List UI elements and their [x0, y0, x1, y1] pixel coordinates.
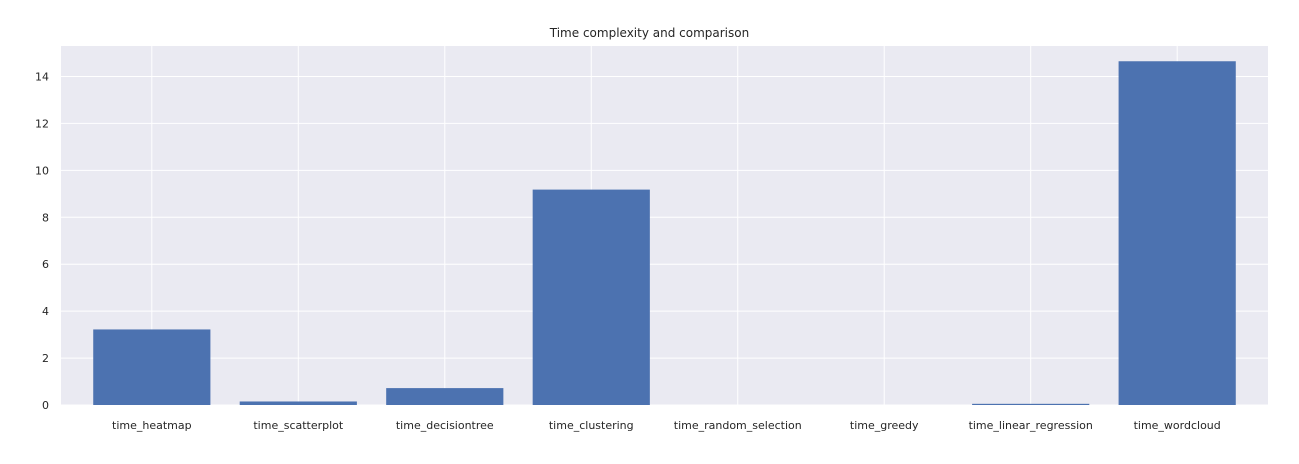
bar-time_clustering: [532, 189, 650, 405]
y-tick-label: 6: [42, 258, 49, 271]
y-tick-label: 4: [42, 305, 49, 318]
x-tick-label: time_greedy: [850, 419, 919, 432]
y-tick-label: 2: [42, 352, 49, 365]
x-tick-label: time_decisiontree: [396, 419, 494, 432]
x-tick-label: time_heatmap: [112, 419, 192, 432]
bar-time_linear_regression: [972, 403, 1090, 405]
bar-time_heatmap: [93, 329, 211, 405]
x-tick-label: time_scatterplot: [253, 419, 344, 432]
y-axis-ticks: 0 2 4 6 8 10 12 14: [35, 71, 49, 412]
y-tick-label: 12: [35, 117, 49, 130]
y-tick-label: 8: [42, 211, 49, 224]
chart-title: Time complexity and comparison: [549, 26, 750, 40]
x-tick-label: time_random_selection: [674, 419, 802, 432]
y-tick-label: 0: [42, 399, 49, 412]
x-tick-label: time_wordcloud: [1134, 419, 1221, 432]
bar-time_wordcloud: [1118, 61, 1236, 405]
y-tick-label: 10: [35, 164, 49, 177]
x-tick-label: time_clustering: [549, 419, 634, 432]
bar-time_decisiontree: [386, 388, 504, 405]
plot-area: [61, 46, 1268, 405]
x-axis-ticks: time_heatmap time_scatterplot time_decisio…: [112, 419, 1221, 432]
bars: [93, 61, 1236, 405]
bar-time_scatterplot: [239, 401, 357, 405]
x-tick-label: time_linear_regression: [969, 419, 1093, 432]
y-tick-label: 14: [35, 71, 49, 84]
